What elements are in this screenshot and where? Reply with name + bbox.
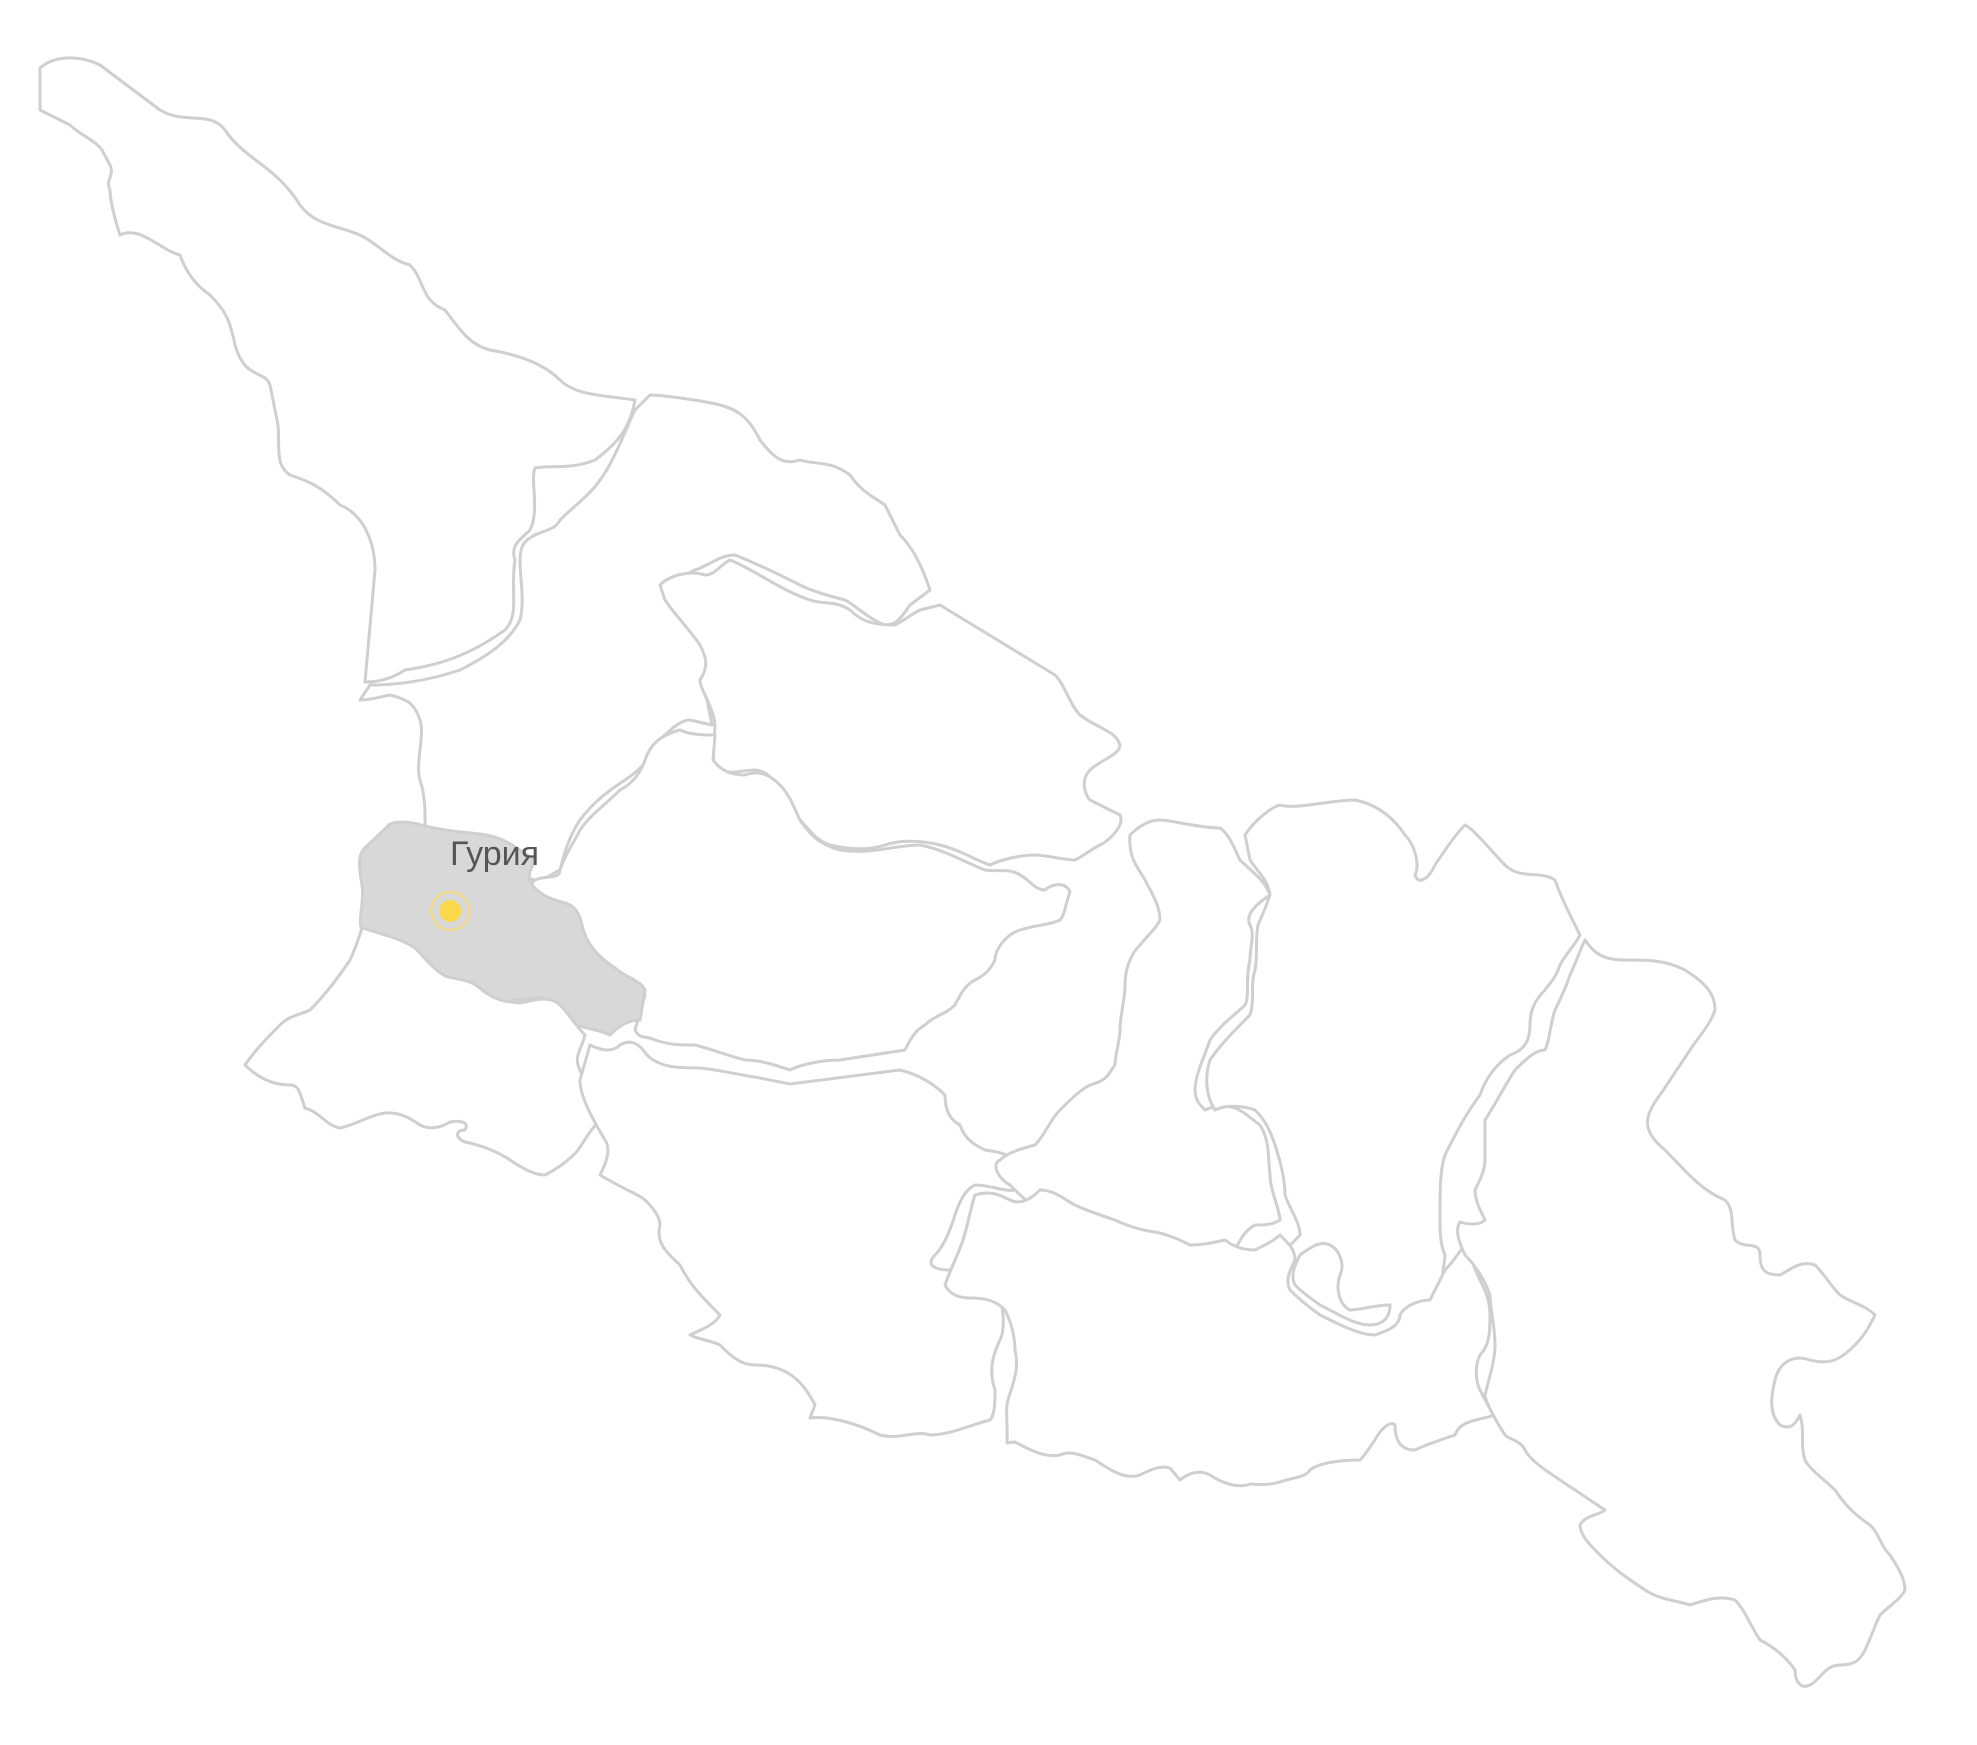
location-marker-dot <box>439 900 461 922</box>
region-kakheti[interactable] <box>1456 938 1907 1688</box>
region-adjara[interactable] <box>243 926 602 1177</box>
region-samtskhe-javakheti[interactable] <box>578 1040 1029 1438</box>
region-abkhazia[interactable] <box>38 56 637 684</box>
location-marker-ring <box>430 891 470 931</box>
region-label-guria: Гурия <box>450 835 539 873</box>
location-dot-icon[interactable] <box>430 891 470 931</box>
region-tbilisi[interactable] <box>1291 1241 1392 1327</box>
region-racha-lechkhumi[interactable] <box>658 558 1123 867</box>
